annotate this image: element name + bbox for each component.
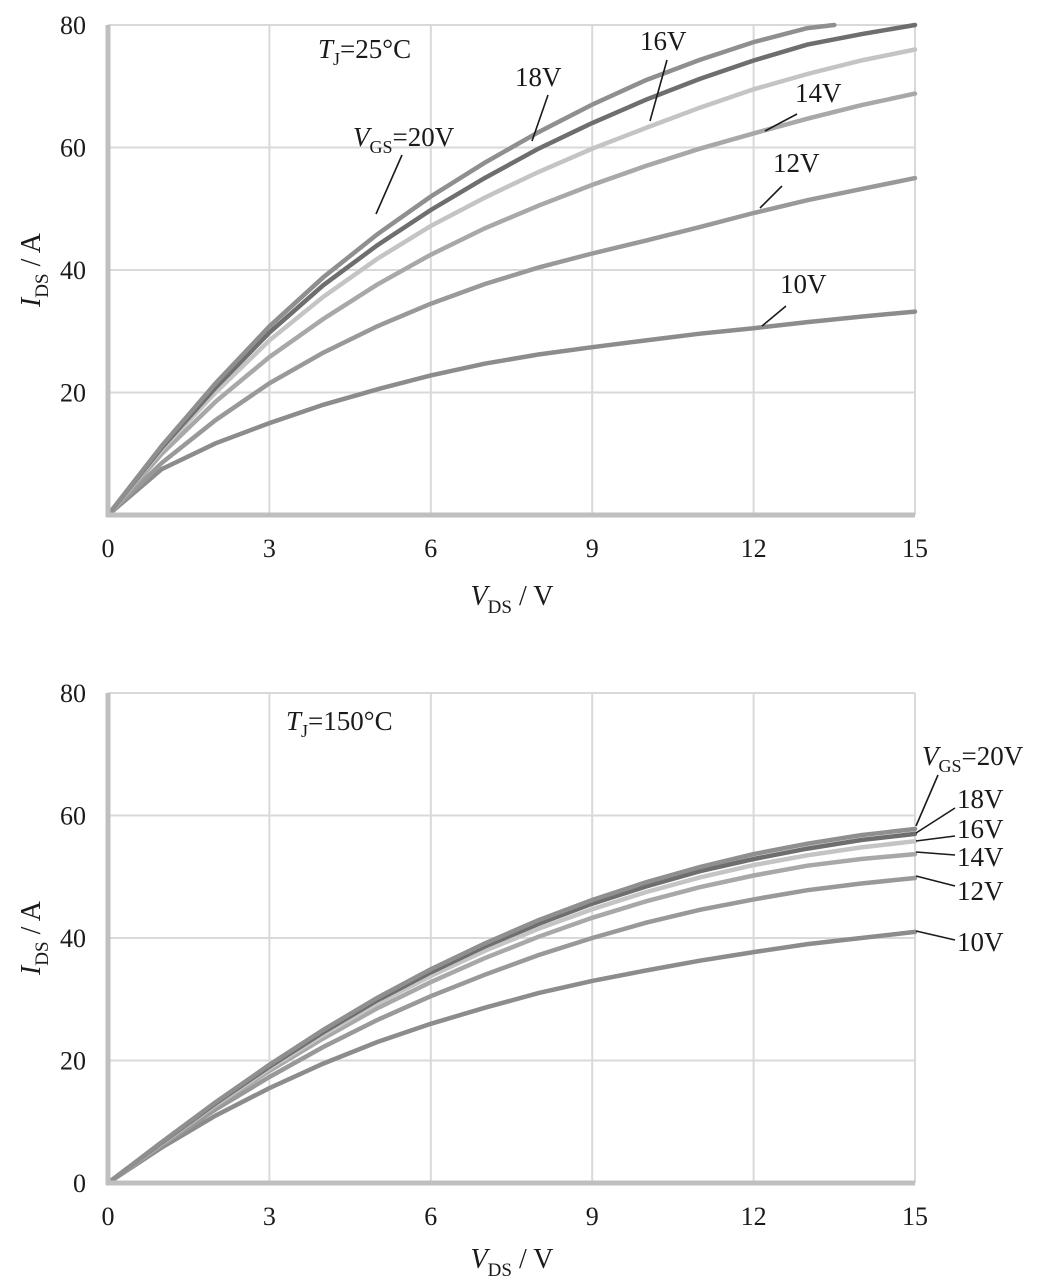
- series-label-v16: 16V: [957, 814, 1004, 844]
- series-line-14v: [105, 851, 918, 1186]
- leader-line-v18: [915, 807, 956, 834]
- series-label-vgs20: VGS=20V: [922, 741, 1024, 776]
- series-label-v14: 14V: [957, 842, 1004, 872]
- x-axis-label: VDS / V: [471, 1244, 554, 1281]
- x-tick-label: 9: [586, 534, 599, 563]
- temperature-annotation: TJ=25°C: [318, 34, 411, 69]
- leader-line-v16: [649, 59, 668, 122]
- y-tick-label: 60: [60, 134, 86, 163]
- x-tick-label: 6: [424, 534, 437, 563]
- leader-line-v18: [531, 94, 549, 142]
- x-tick-label: 0: [102, 534, 115, 563]
- series-label-v12: 12V: [773, 148, 820, 178]
- series-label-v10: 10V: [957, 927, 1004, 957]
- y-tick-label: 20: [60, 379, 86, 408]
- leader-line-v12: [915, 875, 956, 887]
- y-tick-label: 40: [60, 256, 86, 285]
- chart-tj-25c: 0 3 6 9 12 15 20 40 60 80 VDS / V IDS / A TJ=25°C VGS…: [16, 11, 928, 618]
- series-label-vgs20: VGS=20V: [353, 122, 455, 157]
- series-label-v12: 12V: [957, 876, 1004, 906]
- y-axis-label: IDS / A: [16, 232, 53, 308]
- x-tick-label: 12: [741, 534, 767, 563]
- leader-line-v12: [759, 185, 783, 209]
- series-line-12v: [105, 175, 918, 518]
- series-label-v18: 18V: [957, 784, 1004, 814]
- series-group: [105, 826, 918, 1186]
- x-tick-label: 3: [263, 534, 276, 563]
- x-tick-label: 15: [902, 534, 928, 563]
- series-line-16v: [105, 47, 918, 518]
- series-line-10v: [105, 309, 918, 518]
- series-label-v14: 14V: [795, 78, 842, 108]
- leader-line-v14: [915, 851, 956, 856]
- series-line-v-gs-20v: [105, 22, 837, 518]
- x-tick-label: 9: [586, 1202, 599, 1231]
- y-tick-label: 20: [60, 1047, 86, 1076]
- y-tick-label: 0: [73, 1169, 86, 1198]
- series-line-v-gs-20v: [105, 826, 918, 1186]
- series-line-14v: [105, 91, 918, 518]
- x-tick-label: 15: [902, 1202, 928, 1231]
- leader-line-v16: [915, 835, 956, 842]
- x-tick-label: 3: [263, 1202, 276, 1231]
- temperature-annotation: TJ=150°C: [286, 706, 393, 741]
- y-axis-label: IDS / A: [16, 900, 53, 976]
- series-line-10v: [105, 929, 918, 1186]
- x-tick-label: 12: [741, 1202, 767, 1231]
- leader-line-v10: [915, 930, 956, 941]
- chart-tj-150c: 0 3 6 9 12 15 0 20 40 60 80 VDS / V IDS / A TJ=150°C V…: [16, 679, 1024, 1281]
- series-line-18v: [105, 831, 918, 1186]
- y-tick-label: 60: [60, 802, 86, 831]
- series-line-12v: [105, 875, 918, 1186]
- y-tick-label: 80: [60, 679, 86, 708]
- series-line-18v: [105, 22, 918, 518]
- series-label-v16: 16V: [640, 26, 687, 56]
- x-axis-label: VDS / V: [471, 581, 554, 618]
- series-label-v10: 10V: [780, 269, 827, 299]
- series-group: [105, 22, 918, 518]
- leader-line-v10: [761, 305, 787, 327]
- y-tick-label: 40: [60, 924, 86, 953]
- leader-line-vgs20: [375, 154, 403, 215]
- x-tick-label: 6: [424, 1202, 437, 1231]
- leader-line-vgs20: [915, 774, 939, 827]
- series-label-v18: 18V: [515, 62, 562, 92]
- y-tick-label: 80: [60, 11, 86, 40]
- x-tick-label: 0: [102, 1202, 115, 1231]
- leader-line-v14: [764, 113, 798, 132]
